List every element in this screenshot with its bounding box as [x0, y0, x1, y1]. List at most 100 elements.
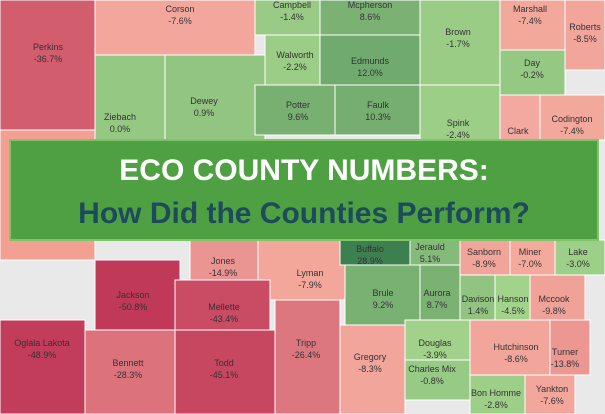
county-name: Faulk: [367, 100, 390, 110]
county-value: 28.9%: [357, 256, 383, 266]
county: [257, 239, 346, 301]
county: [254, 84, 336, 136]
county: [564, 0, 605, 71]
county-name: Douglas: [418, 338, 452, 348]
county-name: Mellette: [208, 302, 240, 312]
county: [344, 264, 421, 326]
county-value: -48.9%: [28, 350, 57, 360]
county: [174, 329, 276, 414]
county-name: Edmunds: [351, 56, 390, 66]
county-value: -7.6%: [168, 16, 192, 26]
county-value: 8.7%: [427, 300, 448, 310]
county-name: Corson: [165, 4, 194, 14]
county-value: -7.4%: [560, 126, 584, 136]
county-value: 0.9%: [194, 108, 215, 118]
county-value: -9.8%: [542, 306, 566, 316]
county-name: Bon Homme: [471, 388, 521, 398]
county-name: Hanson: [497, 294, 528, 304]
county: [319, 34, 421, 86]
county: [0, 319, 86, 414]
county-name: Sanborn: [467, 247, 501, 257]
county-name: Marshall: [513, 4, 547, 14]
county-value: -8.6%: [504, 354, 528, 364]
county-value: -28.3%: [114, 370, 143, 380]
county-name: Mcpherson: [348, 0, 393, 10]
county: [84, 329, 176, 414]
banner: ECO COUNTY NUMBERS: How Did the Counties…: [9, 139, 599, 241]
county-value: -45.1%: [210, 370, 239, 380]
county-name: Tripp: [296, 338, 316, 348]
county: [459, 274, 496, 321]
county-name: Aurora: [423, 288, 450, 298]
county: [339, 324, 406, 414]
county: [499, 49, 566, 96]
county-value: 9.2%: [373, 300, 394, 310]
banner-title: ECO COUNTY NUMBERS:: [119, 154, 488, 187]
county-name: Lyman: [297, 268, 324, 278]
county: [334, 84, 421, 136]
county: [539, 94, 605, 141]
county-value: -2.8%: [484, 400, 508, 410]
county: [419, 84, 501, 141]
county-value: -8.9%: [472, 259, 496, 269]
county-name: Perkins: [33, 42, 64, 52]
county: [94, 0, 256, 56]
county-name: Spink: [447, 118, 470, 128]
county: [554, 239, 605, 276]
county-name: Hutchinson: [493, 342, 538, 352]
county-name: Ziebach: [104, 112, 136, 122]
county-name: Jerauld: [415, 242, 445, 252]
county: [549, 319, 591, 376]
county: [499, 0, 566, 51]
county: [404, 359, 471, 401]
county-value: -14.9%: [209, 268, 238, 278]
county-value: -2.2%: [283, 62, 307, 72]
county-value: -1.4%: [280, 12, 304, 22]
county: [164, 54, 266, 141]
county-value: -3.0%: [566, 259, 590, 269]
county-name: Lake: [568, 247, 588, 257]
county-name: Turner: [552, 347, 578, 357]
county: [274, 299, 341, 414]
county-value: -8.3%: [358, 364, 382, 374]
county-name: Day: [524, 58, 541, 68]
county-value: -50.8%: [119, 302, 148, 312]
county-name: Brule: [372, 288, 393, 298]
county-name: Clark: [507, 126, 529, 136]
county-name: Davison: [462, 294, 495, 304]
county-value: -1.7%: [446, 39, 470, 49]
county-value: -7.0%: [518, 259, 542, 269]
county-name: Potter: [286, 100, 310, 110]
county: [264, 34, 321, 86]
county-name: Walworth: [276, 50, 313, 60]
county-name: Campbell: [273, 0, 311, 10]
county-name: Miner: [519, 247, 542, 257]
county: [524, 374, 576, 414]
county-value: -0.2%: [520, 70, 544, 80]
county-value: -7.4%: [518, 16, 542, 26]
county-value: -2.4%: [446, 130, 470, 140]
county-value: 8.6%: [360, 12, 381, 22]
county-name: Jones: [211, 256, 236, 266]
county-value: -4.5%: [501, 306, 525, 316]
county-name: Roberts: [569, 22, 601, 32]
county-value: -3.9%: [423, 350, 447, 360]
county-value: 5.1%: [420, 254, 441, 264]
county-name: Charles Mix: [408, 364, 456, 374]
county: [499, 94, 541, 141]
county-value: 1.4%: [468, 306, 489, 316]
county: [174, 279, 271, 331]
county-name: Codington: [551, 114, 592, 124]
county-value: -7.9%: [298, 280, 322, 290]
county-value: 10.3%: [365, 112, 391, 122]
county-name: Brown: [445, 27, 471, 37]
county: [189, 239, 259, 281]
county-name: Yankton: [536, 384, 568, 394]
county-name: Jackson: [116, 290, 149, 300]
county: [509, 239, 556, 276]
county-name: Todd: [214, 358, 234, 368]
county-value: -7.6%: [540, 396, 564, 406]
county-value: -13.8%: [551, 359, 580, 369]
